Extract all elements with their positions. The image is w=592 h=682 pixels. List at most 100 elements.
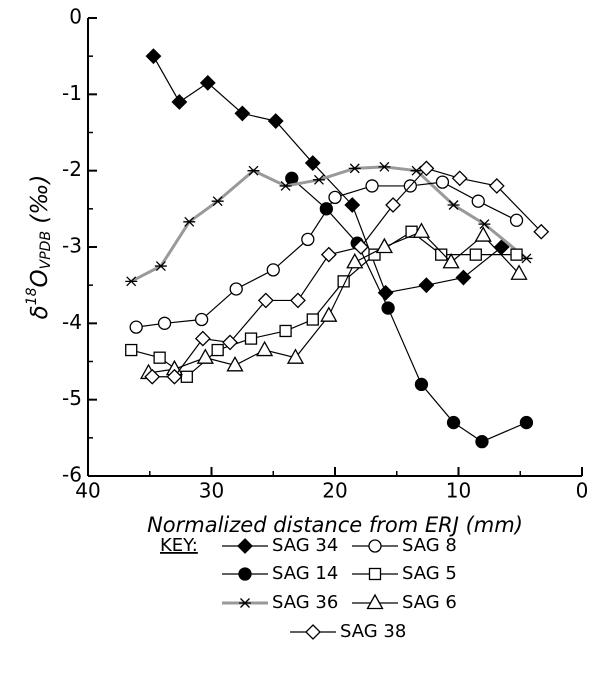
data-point bbox=[509, 213, 524, 227]
data-point bbox=[125, 276, 138, 287]
data-point bbox=[257, 292, 274, 309]
data-point bbox=[226, 355, 244, 372]
y-tick-label: 0 bbox=[69, 5, 82, 29]
y-axis-label: δ18OVPDB (‰) bbox=[24, 175, 54, 320]
data-point bbox=[166, 368, 183, 385]
data-point bbox=[266, 263, 280, 277]
data-point bbox=[157, 316, 172, 330]
data-point bbox=[474, 226, 492, 242]
data-point bbox=[183, 216, 196, 227]
y-tick-label: -2 bbox=[62, 157, 82, 181]
data-point bbox=[194, 312, 209, 327]
legend-marker bbox=[237, 538, 253, 554]
y-tick-label: -5 bbox=[62, 386, 82, 410]
data-point bbox=[199, 74, 216, 91]
data-point bbox=[442, 252, 460, 269]
data-point bbox=[471, 194, 485, 208]
series-line bbox=[130, 165, 528, 283]
data-point bbox=[418, 277, 435, 294]
y-label-part: VPDB bbox=[38, 231, 54, 269]
y-tick-label: -3 bbox=[62, 234, 82, 258]
legend-title: KEY: bbox=[160, 535, 198, 556]
data-point bbox=[447, 200, 460, 210]
data-point bbox=[418, 160, 435, 177]
data-point bbox=[196, 348, 214, 364]
data-point bbox=[510, 248, 523, 261]
data-point bbox=[211, 343, 224, 357]
data-point bbox=[286, 348, 305, 364]
data-point bbox=[475, 434, 489, 449]
data-point bbox=[153, 351, 166, 364]
data-point bbox=[244, 332, 258, 345]
legend-label: SAG 36 bbox=[272, 592, 338, 613]
legend-marker bbox=[368, 567, 382, 581]
x-tick-label: 0 bbox=[576, 479, 589, 503]
data-point bbox=[346, 252, 364, 269]
data-point bbox=[279, 180, 292, 191]
y-label-part: 18 bbox=[24, 287, 40, 305]
data-point bbox=[194, 330, 211, 347]
data-point bbox=[279, 324, 292, 338]
legend-label: SAG 5 bbox=[402, 563, 457, 584]
data-point bbox=[145, 48, 162, 65]
data-point bbox=[435, 175, 450, 189]
legend-label: SAG 34 bbox=[272, 535, 338, 556]
x-tick-label: 30 bbox=[199, 479, 224, 503]
data-point bbox=[222, 334, 238, 351]
data-point bbox=[375, 237, 394, 254]
data-point bbox=[344, 197, 361, 213]
data-point bbox=[510, 264, 528, 280]
data-point bbox=[304, 155, 321, 171]
x-axis-label: Normalized distance from ERJ (mm) bbox=[147, 513, 523, 537]
data-point bbox=[154, 261, 167, 272]
data-point bbox=[493, 239, 510, 255]
data-point bbox=[488, 178, 505, 194]
data-point bbox=[478, 219, 491, 230]
data-point bbox=[451, 170, 468, 187]
data-point bbox=[469, 248, 482, 261]
data-point bbox=[306, 313, 319, 326]
legend-marker bbox=[305, 624, 321, 640]
x-tick-label: 40 bbox=[75, 479, 100, 503]
data-point bbox=[414, 377, 429, 392]
data-point bbox=[125, 343, 138, 357]
data-point bbox=[211, 196, 224, 207]
y-label-part: (‰) bbox=[27, 175, 53, 231]
data-point bbox=[435, 248, 448, 261]
data-point bbox=[337, 275, 350, 288]
data-point bbox=[301, 232, 315, 247]
data-point bbox=[353, 239, 369, 255]
data-point bbox=[348, 163, 361, 174]
data-point bbox=[446, 415, 461, 430]
data-point bbox=[234, 105, 251, 122]
legend-marker bbox=[238, 567, 252, 581]
data-point bbox=[328, 190, 342, 205]
data-point bbox=[519, 415, 534, 430]
legend-label: SAG 6 bbox=[402, 592, 457, 613]
y-label-part: δ bbox=[27, 305, 53, 319]
data-point bbox=[381, 301, 395, 315]
data-point bbox=[229, 282, 243, 296]
legend-label: SAG 14 bbox=[272, 563, 338, 584]
data-point bbox=[378, 161, 391, 172]
data-point bbox=[144, 368, 161, 385]
legend-label: SAG 38 bbox=[340, 621, 406, 642]
data-point bbox=[267, 113, 284, 129]
legend-marker bbox=[239, 598, 251, 608]
data-point bbox=[365, 179, 379, 193]
legend-label: SAG 8 bbox=[402, 535, 457, 556]
y-tick-label: -1 bbox=[62, 81, 82, 105]
data-point bbox=[180, 370, 193, 383]
data-point bbox=[320, 306, 338, 322]
y-tick-label: -6 bbox=[62, 463, 82, 487]
data-point bbox=[385, 197, 401, 213]
data-point bbox=[533, 223, 550, 240]
y-label-part: O bbox=[27, 269, 53, 287]
x-tick-label: 10 bbox=[446, 479, 471, 503]
data-point bbox=[247, 165, 260, 176]
legend-marker bbox=[366, 593, 384, 610]
data-point bbox=[171, 94, 188, 110]
data-point bbox=[412, 222, 431, 238]
data-point bbox=[285, 171, 299, 185]
